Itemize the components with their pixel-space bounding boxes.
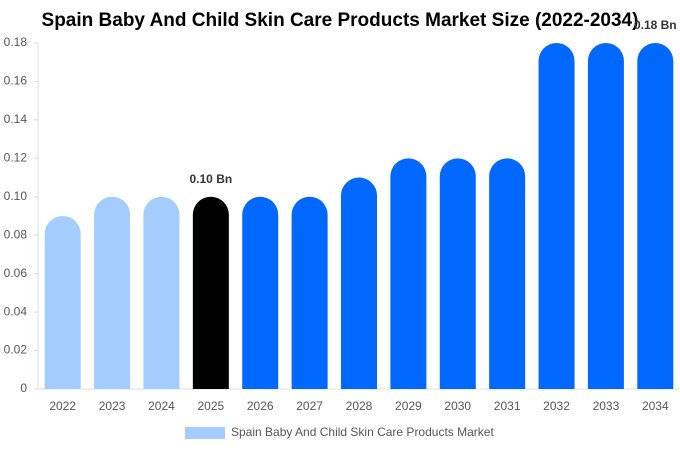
x-tick-label: 2034	[642, 399, 669, 413]
bar	[587, 43, 624, 389]
x-tick-label: 2029	[395, 399, 422, 413]
y-tick-label: 0.16	[4, 74, 28, 88]
x-tick-label: 2027	[296, 399, 323, 413]
y-tick-label: 0.12	[4, 151, 28, 165]
x-tick-label: 2022	[49, 399, 76, 413]
bar	[291, 196, 328, 389]
y-tick-label: 0.04	[4, 304, 28, 318]
y-tick-label: 0.08	[4, 227, 28, 241]
x-tick-label: 2024	[148, 399, 175, 413]
y-tick-label: 0.02	[4, 343, 28, 357]
x-tick-label: 2028	[346, 399, 373, 413]
x-tick-label: 2030	[444, 399, 471, 413]
x-tick-label: 2033	[593, 399, 620, 413]
x-tick-label: 2025	[197, 399, 224, 413]
bar	[143, 196, 180, 389]
bar	[439, 158, 476, 389]
bar	[390, 158, 427, 389]
x-tick-label: 2032	[543, 399, 570, 413]
bar	[637, 43, 674, 389]
bar	[242, 196, 279, 389]
bar	[192, 196, 229, 389]
value-label: 0.18 Bn	[634, 18, 677, 32]
value-label: 0.10 Bn	[190, 172, 233, 186]
bar	[44, 216, 81, 389]
y-tick-label: 0.18	[4, 35, 28, 49]
y-tick-label: 0.06	[4, 266, 28, 280]
legend-swatch	[185, 427, 225, 439]
bar	[94, 196, 131, 389]
bar	[489, 158, 526, 389]
y-tick-label: 0	[20, 381, 27, 395]
x-tick-label: 2026	[247, 399, 274, 413]
x-tick-label: 2031	[494, 399, 521, 413]
legend-label: Spain Baby And Child Skin Care Products …	[231, 425, 494, 439]
x-tick-label: 2023	[99, 399, 126, 413]
chart-title: Spain Baby And Child Skin Care Products …	[42, 10, 639, 31]
bar	[538, 43, 575, 389]
bar	[341, 177, 377, 389]
y-tick-label: 0.14	[4, 112, 28, 126]
y-tick-label: 0.10	[4, 189, 28, 203]
